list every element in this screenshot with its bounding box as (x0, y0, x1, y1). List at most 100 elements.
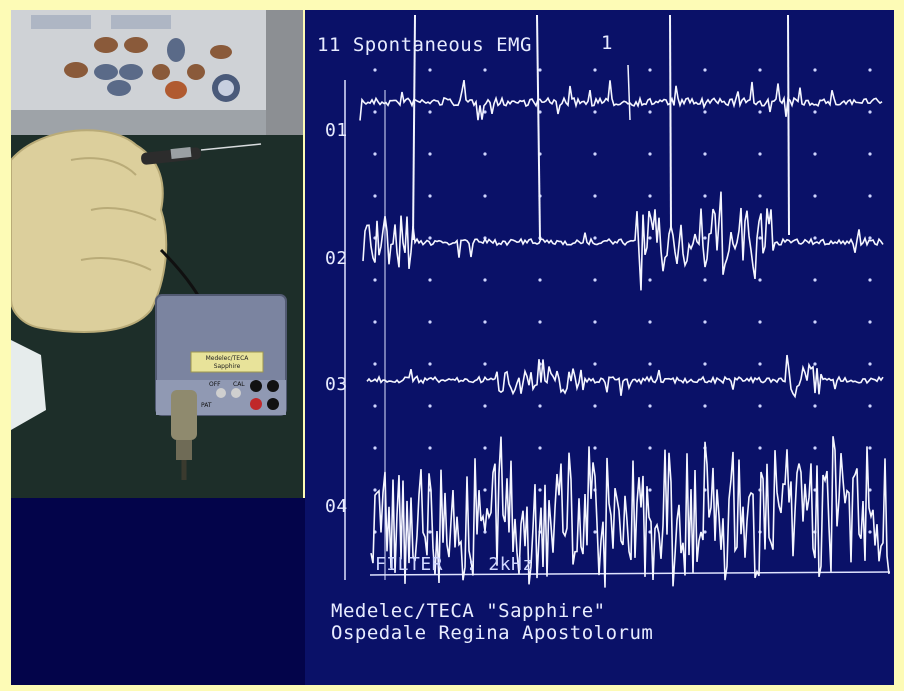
grid-dot (868, 530, 872, 534)
grid-dot (648, 278, 652, 282)
grid-dot (373, 152, 377, 156)
grid-dot (868, 320, 872, 324)
grid-dot (593, 446, 597, 450)
grid-dot (373, 110, 377, 114)
grid-dot (648, 68, 652, 72)
grid-dot (648, 404, 652, 408)
grid-dot (593, 110, 597, 114)
grid-dot (428, 446, 432, 450)
port-label-pat: PAT (201, 402, 212, 409)
grid-dot (538, 488, 542, 492)
grid-dot (813, 320, 817, 324)
grid-dot (648, 320, 652, 324)
filter-setting: FILTER : 2kHz (375, 554, 534, 575)
emg-screen: 11 Spontaneous EMG 1 01 02 03 04 FILTER … (305, 10, 894, 685)
grid-dot (758, 446, 762, 450)
grid-dot (428, 278, 432, 282)
grid-dot (758, 362, 762, 366)
grid-dot (703, 194, 707, 198)
bottom-axis (369, 571, 891, 576)
grid-dot (703, 320, 707, 324)
grid-dot (593, 236, 597, 240)
grid-dot (703, 110, 707, 114)
grid-dot (483, 404, 487, 408)
grid-dot (703, 236, 707, 240)
grid-dot (703, 404, 707, 408)
electrode-photo: Medelec/TECA Sapphire OFF CAL PAT (11, 10, 303, 498)
stimulus-lines (412, 14, 790, 241)
grid-dot (703, 152, 707, 156)
grid-dot (868, 110, 872, 114)
emg-trace-plot (344, 14, 891, 588)
grid-dot (868, 362, 872, 366)
grid-dot (868, 278, 872, 282)
grid-dot (428, 194, 432, 198)
grid-dot (758, 278, 762, 282)
grid-dot (758, 320, 762, 324)
grid-dot (758, 152, 762, 156)
grid-dot (813, 68, 817, 72)
grid-dot (868, 236, 872, 240)
grid-dot (648, 152, 652, 156)
grid-dot (868, 68, 872, 72)
grid-dot (373, 488, 377, 492)
grid-dot (428, 404, 432, 408)
grid-dot (373, 362, 377, 366)
grid-dot (373, 278, 377, 282)
grid-dot (373, 446, 377, 450)
grid-dot (648, 362, 652, 366)
console-buttons (31, 15, 240, 102)
grid-dot (593, 152, 597, 156)
preamplifier-box: Medelec/TECA Sapphire OFF CAL PAT (155, 294, 287, 480)
grid-dot (758, 404, 762, 408)
grid-dot (758, 68, 762, 72)
grid-dot (868, 446, 872, 450)
grid-dot (428, 110, 432, 114)
grid-dot (373, 194, 377, 198)
trace-02 (362, 191, 884, 291)
grid-dot (648, 488, 652, 492)
device-label-line2: Sapphire (214, 363, 241, 370)
grid-dot (813, 152, 817, 156)
grid-dot (538, 68, 542, 72)
grid-dot (758, 236, 762, 240)
grid-dot (868, 194, 872, 198)
grid-dot (703, 68, 707, 72)
grid-dot (593, 320, 597, 324)
grid-dot (758, 110, 762, 114)
emg-page-number: 1 (601, 32, 613, 54)
footer-hospital-name: Ospedale Regina Apostolorum (331, 622, 654, 644)
grid-dot (813, 404, 817, 408)
photo-lower-panel (11, 498, 307, 685)
trace-label-03: 03 (325, 374, 348, 395)
trace-label-04: 04 (325, 496, 348, 517)
grid-dot (703, 278, 707, 282)
grid-dot (703, 530, 707, 534)
photo-illustration: Medelec/TECA Sapphire OFF CAL PAT (11, 10, 303, 498)
grid-dot (868, 152, 872, 156)
grid-dot (648, 110, 652, 114)
grid-dot (813, 446, 817, 450)
grid-dot (373, 320, 377, 324)
emg-title: 11 Spontaneous EMG (317, 34, 532, 56)
grid-dot (813, 278, 817, 282)
grid-dot (538, 446, 542, 450)
grid-dot (483, 194, 487, 198)
grid-dot (373, 404, 377, 408)
grid-dot (428, 68, 432, 72)
grid-dot (538, 404, 542, 408)
grid-dot (483, 278, 487, 282)
trace-04 (370, 436, 890, 588)
emg-traces (359, 79, 890, 588)
trace-label-01: 01 (325, 120, 348, 141)
grid-dot (703, 362, 707, 366)
needle-electrode (141, 143, 262, 165)
grid-dot (593, 404, 597, 408)
trace-01 (359, 79, 883, 121)
grid-dot (483, 488, 487, 492)
grid-dot (428, 530, 432, 534)
grid-dot (758, 194, 762, 198)
port-label-cal: CAL (233, 381, 245, 388)
grid-dot (648, 194, 652, 198)
